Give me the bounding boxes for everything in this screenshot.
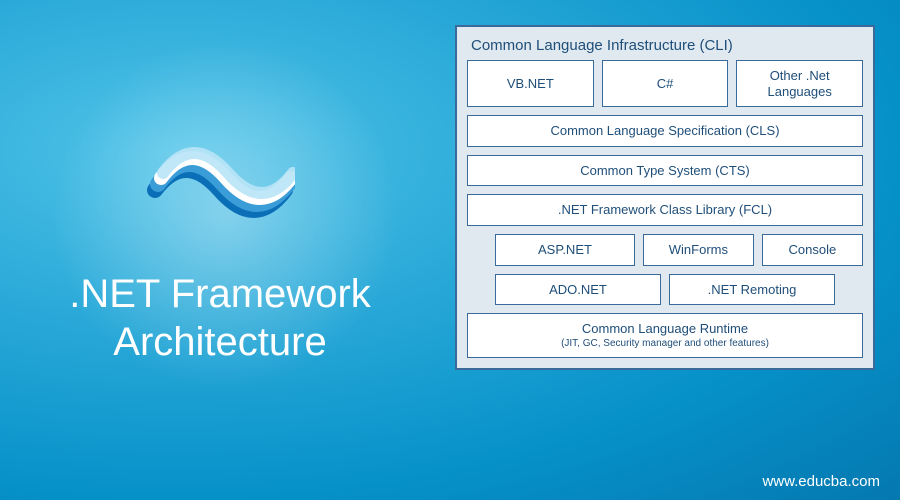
dotnet-logo bbox=[145, 135, 295, 250]
title-line1: .NET Framework bbox=[69, 270, 371, 318]
block-label: C# bbox=[657, 76, 674, 92]
block-remoting: .NET Remoting bbox=[669, 274, 835, 306]
row-clr: Common Language Runtime (JIT, GC, Securi… bbox=[467, 313, 863, 358]
block-label: ADO.NET bbox=[549, 282, 607, 298]
block-label: .NET Framework Class Library (FCL) bbox=[558, 202, 772, 218]
watermark: www.educba.com bbox=[762, 473, 880, 490]
block-vbnet: VB.NET bbox=[467, 60, 594, 107]
left-section: .NET Framework Architecture bbox=[0, 0, 440, 500]
row-fcl: .NET Framework Class Library (FCL) bbox=[467, 194, 863, 226]
block-aspnet: ASP.NET bbox=[495, 234, 635, 266]
row-cls: Common Language Specification (CLS) bbox=[467, 115, 863, 147]
block-label: Console bbox=[789, 242, 837, 258]
block-cls: Common Language Specification (CLS) bbox=[467, 115, 863, 147]
row-languages: VB.NET C# Other .Net Languages bbox=[467, 60, 863, 107]
block-label: Common Language Specification (CLS) bbox=[550, 123, 779, 139]
block-subtitle: (JIT, GC, Security manager and other fea… bbox=[561, 338, 769, 350]
row-cts: Common Type System (CTS) bbox=[467, 155, 863, 187]
block-fcl: .NET Framework Class Library (FCL) bbox=[467, 194, 863, 226]
block-winforms: WinForms bbox=[643, 234, 754, 266]
block-label: .NET Remoting bbox=[708, 282, 797, 298]
row-dataaccess: ADO.NET .NET Remoting bbox=[495, 274, 835, 306]
block-label: WinForms bbox=[669, 242, 728, 258]
block-csharp: C# bbox=[602, 60, 729, 107]
block-label: Common Language Runtime bbox=[582, 321, 748, 337]
block-clr: Common Language Runtime (JIT, GC, Securi… bbox=[467, 313, 863, 358]
block-label: VB.NET bbox=[507, 76, 554, 92]
block-label: Other .Net Languages bbox=[743, 68, 856, 99]
block-adonet: ADO.NET bbox=[495, 274, 661, 306]
row-apptypes: ASP.NET WinForms Console bbox=[495, 234, 863, 266]
block-other-languages: Other .Net Languages bbox=[736, 60, 863, 107]
diagram-title: Common Language Infrastructure (CLI) bbox=[467, 35, 863, 60]
cli-diagram: Common Language Infrastructure (CLI) VB.… bbox=[455, 25, 875, 370]
block-cts: Common Type System (CTS) bbox=[467, 155, 863, 187]
block-console: Console bbox=[762, 234, 863, 266]
title-line2: Architecture bbox=[69, 318, 371, 366]
block-label: ASP.NET bbox=[538, 242, 592, 258]
block-label: Common Type System (CTS) bbox=[580, 163, 750, 179]
page-title: .NET Framework Architecture bbox=[69, 270, 371, 366]
